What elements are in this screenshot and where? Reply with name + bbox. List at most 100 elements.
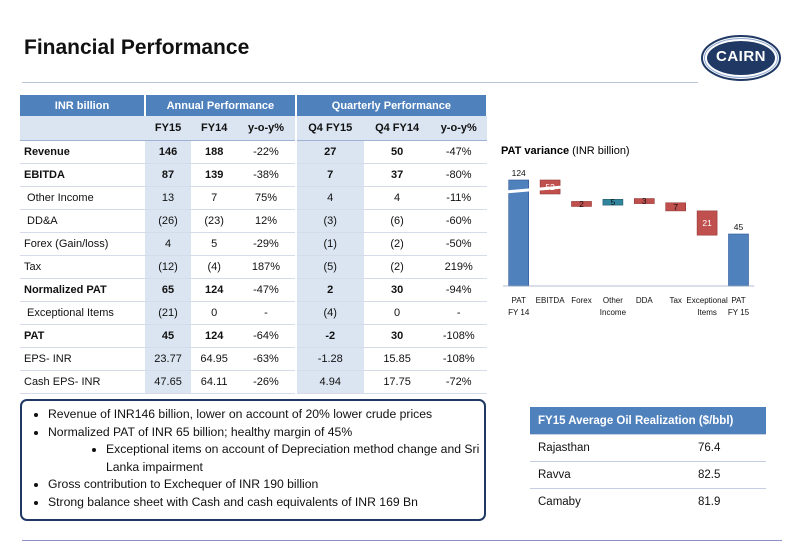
table-cell: -80% <box>445 169 472 181</box>
highlight-item: Strong balance sheet with Cash and cash … <box>48 494 484 512</box>
highlight-item: Revenue of INR146 billion, lower on acco… <box>48 406 484 424</box>
table-cell: 64.95 <box>200 353 228 365</box>
table-cell: (12) <box>145 255 192 279</box>
header-quarterly: Quarterly Performance <box>295 95 489 116</box>
table-cell: 50 <box>390 146 404 158</box>
table-cell: -64% <box>253 330 279 342</box>
table-cell: (3) <box>294 209 364 233</box>
subheader-cell: FY14 <box>191 116 238 141</box>
table-cell: -108% <box>442 353 475 365</box>
subheader-cell: FY15 <box>145 116 192 141</box>
highlight-subitem: Exceptional items on account of Deprecia… <box>106 441 484 476</box>
table-cell: -22% <box>253 146 279 158</box>
highlight-item: Gross contribution to Exchequer of INR 1… <box>48 476 484 494</box>
row-label: PAT <box>24 330 45 342</box>
table-cell: -94% <box>445 284 472 296</box>
table-cell: 124 <box>204 284 224 296</box>
table-cell: 45 <box>145 324 192 348</box>
table-cell: 75% <box>254 192 277 204</box>
table-cell: (4) <box>294 301 364 325</box>
data-label-4: 3 <box>642 196 647 206</box>
chart-title: PAT variance (INR billion) <box>501 145 630 157</box>
highlights-box: Revenue of INR146 billion, lower on acco… <box>20 399 486 521</box>
table-cell: (2) <box>390 261 404 273</box>
bar-3 <box>602 199 624 206</box>
table-cell: -1.28 <box>294 347 364 371</box>
category-label-3: Other <box>603 296 623 305</box>
bar-4 <box>634 198 655 204</box>
table-cell: 4 <box>294 186 364 210</box>
row-label: Tax <box>24 261 42 273</box>
oil-field-value: 76.4 <box>690 434 766 462</box>
row-label: Other Income <box>24 192 94 204</box>
table-cell: -72% <box>445 376 472 388</box>
table-cell: 47.65 <box>145 370 192 394</box>
table-cell: 64.11 <box>200 376 228 388</box>
chart-title-unit: (INR billion) <box>572 145 629 157</box>
table-cell: -50% <box>445 238 472 250</box>
row-label: EPS- INR <box>24 353 72 365</box>
table-row: EBITDA 87 139 -38% 7 37 -80% <box>20 163 487 187</box>
table-cell: -60% <box>445 215 472 227</box>
table-cell: -29% <box>253 238 279 250</box>
table-cell: (5) <box>294 255 364 279</box>
oil-field-value: 82.5 <box>690 461 766 489</box>
category-label-6: Items <box>697 308 717 317</box>
bar-0 <box>508 179 529 287</box>
table-cell: -47% <box>253 284 279 296</box>
oil-field-value: 81.9 <box>690 488 766 515</box>
data-label-7: 45 <box>734 222 744 232</box>
table-row: Exceptional Items (21) 0 - (4) 0 - <box>20 301 487 325</box>
chart-title-main: PAT variance <box>501 145 569 157</box>
table-cell: 2 <box>294 278 364 302</box>
cairn-logo: CAIRN <box>700 34 782 82</box>
table-cell: 87 <box>145 163 192 187</box>
table-row: Forex (Gain/loss) 4 5 -29% (1) (2) -50% <box>20 232 487 256</box>
oil-field-name: Camaby <box>530 488 690 515</box>
table-cell: 7 <box>294 163 364 187</box>
table-cell: -2 <box>294 324 364 348</box>
table-cell: -26% <box>253 376 279 388</box>
table-cell: 30 <box>390 330 404 342</box>
table-cell: 7 <box>211 192 218 204</box>
table-cell: 65 <box>145 278 192 302</box>
logo-wordmark: CAIRN <box>716 48 766 65</box>
category-label-0: FY 14 <box>508 308 530 317</box>
oil-realization-table: FY15 Average Oil Realization ($/bbl) Raj… <box>530 407 766 515</box>
table-cell: (21) <box>145 301 192 325</box>
title-divider <box>22 82 698 83</box>
table-row: Camaby 81.9 <box>530 488 766 515</box>
table-cell: -11% <box>446 192 472 204</box>
oil-field-name: Ravva <box>530 461 690 489</box>
table-cell: 13 <box>145 186 192 210</box>
table-row: Rajasthan 76.4 <box>530 434 766 462</box>
table-cell: 17.75 <box>383 376 411 388</box>
table-cell: (6) <box>390 215 404 227</box>
table-cell: 0 <box>394 307 401 319</box>
data-label-0: 124 <box>512 168 526 178</box>
oil-realization-title: FY15 Average Oil Realization ($/bbl) <box>530 407 766 435</box>
pat-variance-chart: PAT variance (INR billion) 124 PAT FY 14 5 2… <box>501 145 755 317</box>
data-label-6: 21 <box>702 218 712 228</box>
category-label-5: Tax <box>669 296 681 305</box>
table-cell: 124 <box>204 330 224 342</box>
table-cell: 187% <box>251 261 281 273</box>
table-row: Other Income 13 7 75% 4 4 -11% <box>20 186 487 210</box>
table-row: PAT 45 124 -64% -2 30 -108% <box>20 324 487 348</box>
category-label-6: Exceptional <box>686 296 728 305</box>
subheader-cell: Q4 FY15 <box>294 116 364 141</box>
table-cell: - <box>456 307 461 319</box>
table-row: Normalized PAT 65 124 -47% 2 30 -94% <box>20 278 487 302</box>
financial-table-body: Revenue 146 188 -22% 27 50 -47% EBITDA 87 139 -38%… <box>20 140 487 394</box>
table-cell: -38% <box>253 169 279 181</box>
table-cell: 146 <box>145 140 192 164</box>
table-cell: 30 <box>390 284 404 296</box>
table-row: DD&A (26) (23) 12% (3) (6) -60% <box>20 209 487 233</box>
table-cell: -47% <box>445 146 472 158</box>
footer-divider <box>22 540 782 541</box>
table-cell: - <box>264 307 268 319</box>
table-cell: 188 <box>204 146 224 158</box>
table-cell: (2) <box>390 238 404 250</box>
subheader-blank <box>20 116 145 141</box>
highlights-list: Revenue of INR146 billion, lower on acco… <box>22 406 484 511</box>
